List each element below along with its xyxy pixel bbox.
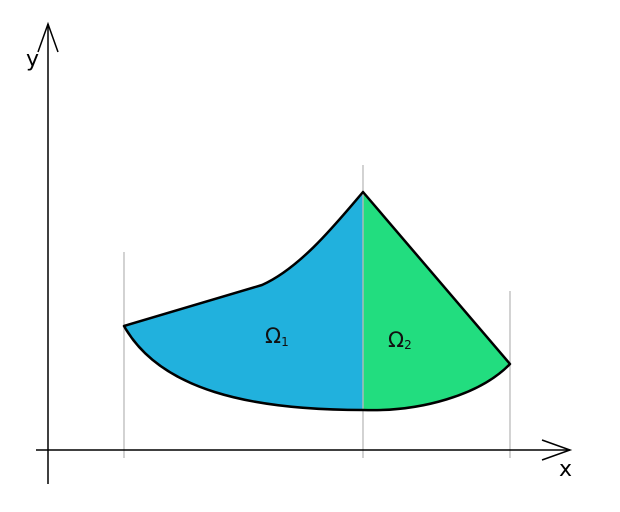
domain-boundary <box>122 190 512 412</box>
region-1-label: Ω1 <box>265 324 289 349</box>
y-axis-arrow-icon <box>37 21 59 53</box>
x-axis-arrow-icon <box>541 439 573 461</box>
y-axis-label: y <box>26 47 39 72</box>
region-omega-2 <box>363 192 510 411</box>
region-omega-1 <box>124 192 363 410</box>
x-axis-label: x <box>559 457 572 482</box>
region-2-label: Ω2 <box>388 328 412 352</box>
